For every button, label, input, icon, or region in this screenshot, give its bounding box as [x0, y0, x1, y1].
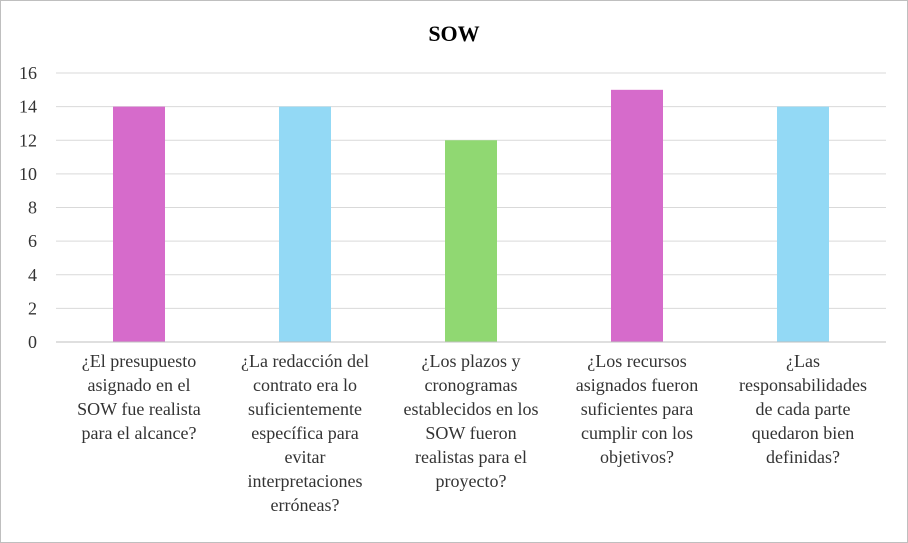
category-label-line: ¿Los recursos — [587, 351, 687, 371]
category-label-line: ¿La redacción del — [241, 351, 369, 371]
y-axis-ticks: 0 2 4 6 8 10 12 14 16 — [19, 63, 37, 352]
category-label-4: ¿Los recursos asignados fueron suficientes… — [554, 349, 720, 469]
category-label-line: responsabilidades — [739, 375, 867, 395]
category-label-line: SOW fue realista — [77, 399, 201, 419]
y-tick-label: 14 — [19, 97, 37, 117]
y-tick-label: 8 — [28, 198, 37, 218]
y-tick-label: 12 — [19, 130, 37, 150]
category-label-line: cumplir con los — [581, 423, 693, 443]
bar-2 — [279, 106, 331, 342]
bar-5 — [777, 106, 829, 342]
category-label-line: erróneas? — [270, 495, 340, 515]
category-label-line: contrato era lo — [253, 375, 357, 395]
category-label-line: ¿El presupuesto — [81, 351, 197, 371]
y-tick-label: 0 — [28, 332, 37, 352]
category-label-line: suficientes para — [580, 399, 694, 419]
category-label-3: ¿Los plazos y cronogramas establecidos en … — [388, 349, 554, 493]
category-label-line: establecidos en los — [403, 399, 539, 419]
y-tick-label: 10 — [19, 164, 37, 184]
category-label-line: evitar — [284, 447, 326, 467]
category-label-line: asignado en el — [87, 375, 191, 395]
category-label-line: de cada parte — [755, 399, 851, 419]
category-label-line: para el alcance? — [81, 423, 197, 443]
category-label-line: asignados fueron — [575, 375, 699, 395]
y-tick-label: 16 — [19, 63, 37, 83]
category-label-2: ¿La redacción del contrato era lo suficien… — [222, 349, 388, 517]
y-tick-label: 4 — [28, 265, 37, 285]
category-label-line: quedaron bien — [751, 423, 855, 443]
category-label-line: ¿Los plazos y — [421, 351, 521, 371]
y-tick-label: 2 — [28, 298, 37, 318]
category-label-line: cronogramas — [424, 375, 518, 395]
bars — [113, 89, 829, 342]
category-label-line: suficientemente — [248, 399, 362, 419]
category-label-line: proyecto? — [435, 471, 507, 491]
bar-3 — [445, 140, 497, 342]
category-label-line: SOW fueron — [425, 423, 517, 443]
bar-4 — [611, 89, 663, 342]
category-label-line: objetivos? — [600, 447, 674, 467]
y-tick-label: 6 — [28, 231, 37, 251]
category-label-line: realistas para el — [415, 447, 527, 467]
category-label-line: ¿Las — [786, 351, 820, 371]
chart-title: SOW — [428, 21, 479, 46]
category-label-line: específica para — [251, 423, 359, 443]
category-label-line: interpretaciones — [247, 471, 363, 491]
category-label-line: definidas? — [766, 447, 840, 467]
category-label-1: ¿El presupuesto asignado en el SOW fue rea… — [56, 349, 222, 445]
category-label-5: ¿Las responsabilidades de cada parte quedar… — [720, 349, 886, 469]
bar-1 — [113, 106, 165, 342]
